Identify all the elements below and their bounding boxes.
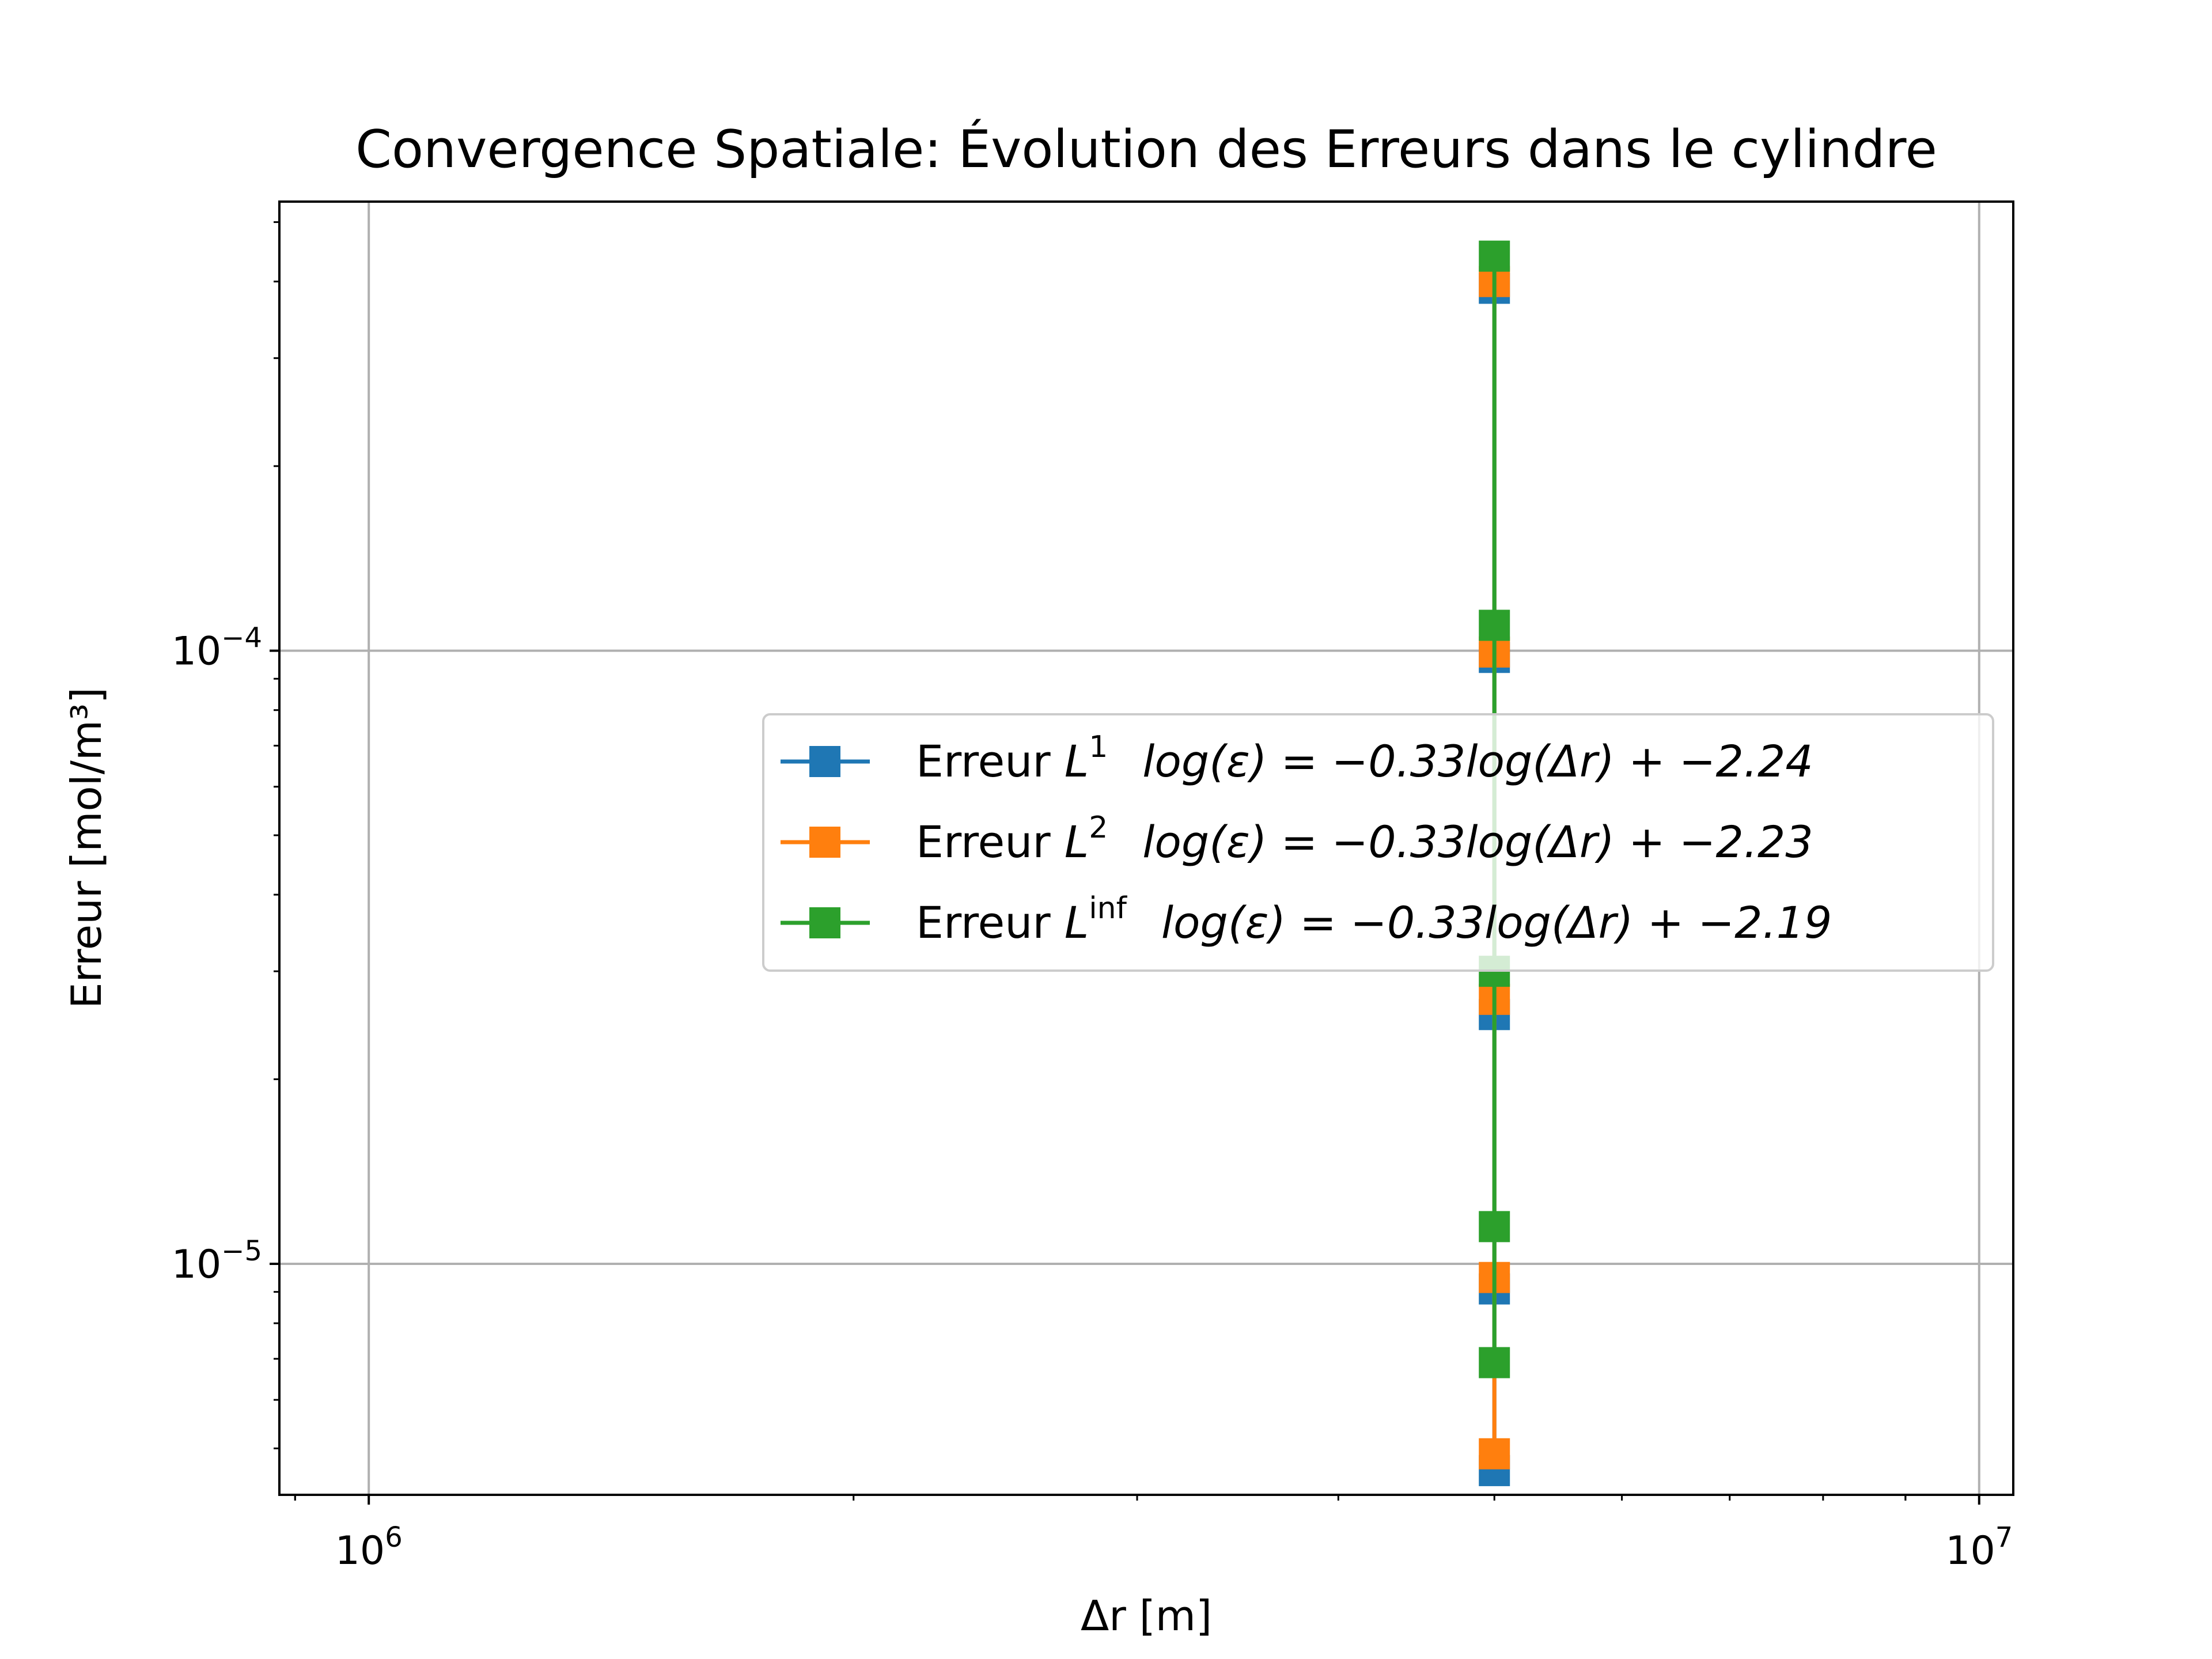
data-point bbox=[1479, 1347, 1510, 1378]
data-point bbox=[1479, 1211, 1510, 1243]
legend-marker bbox=[809, 746, 840, 777]
plot-area-frame bbox=[278, 200, 2014, 1496]
data-point bbox=[1479, 1438, 1510, 1469]
legend-item: Erreur Linf log(ε) = −0.33log(Δr) + −2.19 bbox=[781, 891, 1832, 948]
y-axis-label: Erreur [mol/m³] bbox=[62, 687, 111, 1009]
x-tick-label: 106 bbox=[335, 1521, 403, 1574]
y-tick-label: 10−4 bbox=[172, 622, 262, 675]
data-point bbox=[1479, 240, 1510, 272]
legend-item: Erreur L1 log(ε) = −0.33log(Δr) + −2.24 bbox=[781, 730, 1813, 787]
y-tick-label: 10−5 bbox=[172, 1235, 262, 1287]
legend-label: Erreur L2 log(ε) = −0.33log(Δr) + −2.23 bbox=[916, 810, 1813, 868]
x-tick-label: 107 bbox=[1945, 1521, 2013, 1574]
legend-item: Erreur L2 log(ε) = −0.33log(Δr) + −2.23 bbox=[781, 810, 1813, 868]
legend-box bbox=[762, 713, 1994, 972]
legend-marker bbox=[809, 907, 840, 938]
legend-label: Erreur Linf log(ε) = −0.33log(Δr) + −2.19 bbox=[916, 891, 1832, 948]
major-ticks: 106 107 10−5 10−4 bbox=[172, 622, 2013, 1574]
legend-label: Erreur L1 log(ε) = −0.33log(Δr) + −2.24 bbox=[916, 730, 1813, 787]
data-point bbox=[1479, 609, 1510, 641]
legend: Erreur L1 log(ε) = −0.33log(Δr) + −2.24 Er… bbox=[762, 713, 1994, 972]
legend-marker bbox=[809, 827, 840, 858]
x-axis-label: Δr [m] bbox=[1081, 1592, 1212, 1640]
chart-title: Convergence Spatiale: Évolution des Erre… bbox=[355, 118, 1937, 180]
